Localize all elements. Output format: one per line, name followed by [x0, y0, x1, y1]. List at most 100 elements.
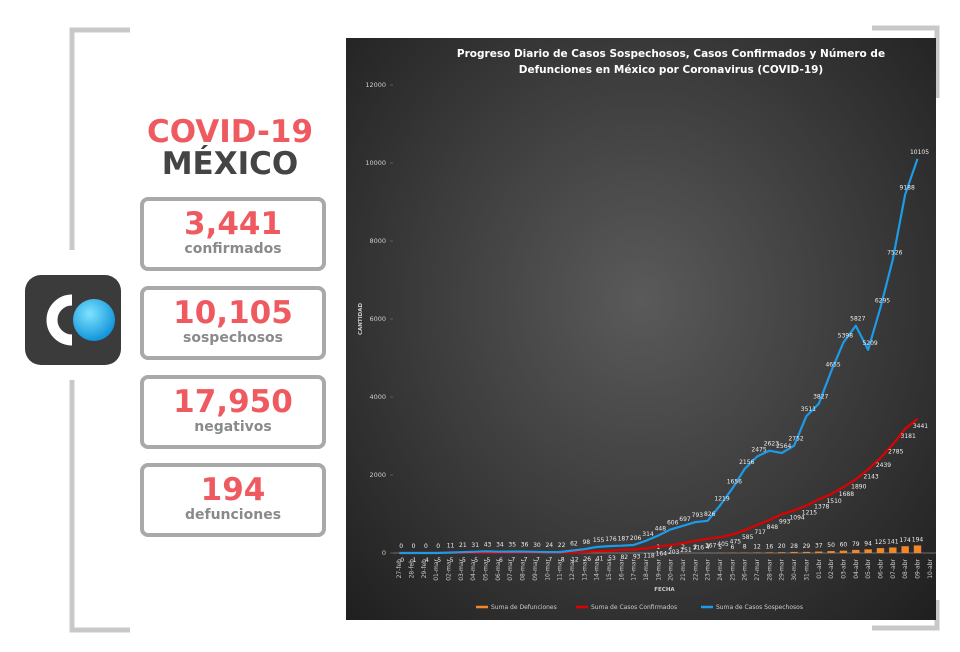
x-tick-label: 26-mar — [742, 558, 749, 580]
data-label: 1656 — [727, 478, 742, 485]
y-tick-label: 8000 — [369, 237, 386, 245]
data-label: 0 — [399, 543, 403, 550]
x-tick-label: 29-mar — [779, 558, 786, 580]
x-tick-label: 03-abr — [840, 558, 847, 578]
data-label: 21 — [459, 542, 467, 549]
data-label: 717 — [754, 529, 766, 536]
data-label: 0 — [424, 543, 428, 550]
legend-label: Suma de Defunciones — [491, 604, 557, 611]
data-label: 405 — [717, 541, 729, 548]
logo — [25, 275, 121, 365]
stat-label: sospechosos — [183, 330, 283, 346]
legend-label: Suma de Casos Sospechosos — [716, 604, 803, 611]
data-label: 848 — [767, 524, 779, 531]
data-label: 1219 — [714, 495, 729, 502]
data-label: 82 — [620, 554, 628, 561]
stat-box: 17,950 negativos — [140, 375, 326, 449]
data-label: 4 — [425, 557, 429, 564]
bar — [864, 549, 872, 553]
header-title: COVID-19 — [146, 114, 314, 150]
data-label: 2 — [669, 544, 673, 551]
data-label: 53 — [608, 555, 616, 562]
x-tick-label: 01-abr — [816, 558, 823, 578]
x-tick-label: 14-mar — [594, 558, 601, 580]
stat-label: confirmados — [184, 241, 282, 257]
x-tick-label: 24-mar — [717, 558, 724, 580]
bar — [901, 546, 909, 553]
data-label: 3441 — [913, 423, 928, 430]
x-tick-label: 01-mar — [433, 558, 440, 580]
x-tick-label: 02-mar — [446, 558, 453, 580]
data-label: 194 — [912, 536, 924, 543]
x-tick-label: 13-mar — [581, 558, 588, 580]
bar — [765, 552, 774, 553]
data-label: 5398 — [838, 332, 853, 339]
data-label: 7526 — [887, 249, 902, 256]
x-tick-label: 02-abr — [828, 558, 835, 578]
bar — [802, 551, 811, 553]
data-label: 11 — [447, 543, 455, 550]
header-subtitle: MÉXICO — [161, 146, 299, 182]
line — [399, 158, 919, 555]
data-label: 3181 — [901, 433, 916, 440]
legend-label: Suma de Casos Confirmados — [591, 604, 677, 611]
y-tick-label: 6000 — [369, 315, 386, 323]
data-label: 176 — [605, 536, 617, 543]
legend-item: Suma de Casos Confirmados — [576, 604, 677, 611]
data-label: 12 — [571, 557, 579, 564]
data-label: 826 — [704, 511, 716, 518]
y-tick-label: 10000 — [365, 159, 386, 167]
data-label: 793 — [692, 512, 704, 519]
data-label: 316 — [693, 545, 705, 552]
x-axis-label: FECHA — [654, 587, 675, 593]
x-tick-label: 17-mar — [631, 558, 638, 580]
x-tick-label: 27-mar — [754, 558, 761, 580]
data-label: 22 — [558, 542, 566, 549]
stat-label: negativos — [194, 419, 272, 435]
x-tick-label: 16-mar — [618, 558, 625, 580]
data-label: 8 — [743, 544, 747, 551]
x-tick-label: 05-mar — [483, 558, 490, 580]
x-tick-label: 18-mar — [643, 558, 650, 580]
y-tick-label: 0 — [382, 549, 386, 557]
data-label: 2 — [681, 544, 685, 551]
data-label: 0 — [400, 557, 404, 564]
data-label: 30 — [533, 542, 541, 549]
x-tick-label: 07-mar — [507, 558, 514, 580]
bar — [790, 551, 798, 553]
x-tick-label: 08-mar — [520, 558, 527, 580]
bar — [839, 550, 848, 553]
data-label: 314 — [642, 531, 654, 538]
data-label: 1510 — [826, 498, 841, 505]
data-label: 5 — [450, 557, 454, 564]
stat-value: 17,950 — [173, 384, 293, 420]
data-label: 31 — [471, 542, 479, 549]
data-label: 8 — [561, 557, 565, 564]
data-label: 697 — [679, 516, 691, 523]
data-label: 36 — [521, 542, 529, 549]
x-tick-label: 04-abr — [853, 558, 860, 578]
x-tick-label: 12-mar — [569, 558, 576, 580]
data-label: 6 — [730, 544, 734, 551]
x-tick-label: 21-mar — [680, 558, 687, 580]
right-bracket-bottom — [872, 600, 940, 631]
data-label: 1890 — [851, 483, 866, 490]
data-label: 79 — [852, 541, 860, 548]
chart-panel: Progreso Diario de Casos Sospechosos, Ca… — [346, 38, 936, 620]
data-label: 118 — [643, 552, 655, 559]
data-label: 2 — [693, 544, 697, 551]
bar — [876, 548, 885, 553]
legend-item: Suma de Casos Sospechosos — [701, 604, 803, 611]
data-label: 475 — [730, 538, 742, 545]
x-tick-label: 09-abr — [914, 558, 921, 578]
stat-box: 194 defunciones — [140, 463, 326, 537]
x-tick-label: 28-mar — [766, 558, 773, 580]
line — [399, 417, 919, 555]
data-label: 98 — [582, 539, 590, 546]
data-label: 2156 — [739, 459, 754, 466]
bar — [913, 545, 922, 553]
data-label: 1 — [413, 557, 417, 564]
x-tick-label: 29-feb — [421, 559, 428, 579]
y-tick-label: 12000 — [365, 81, 386, 89]
